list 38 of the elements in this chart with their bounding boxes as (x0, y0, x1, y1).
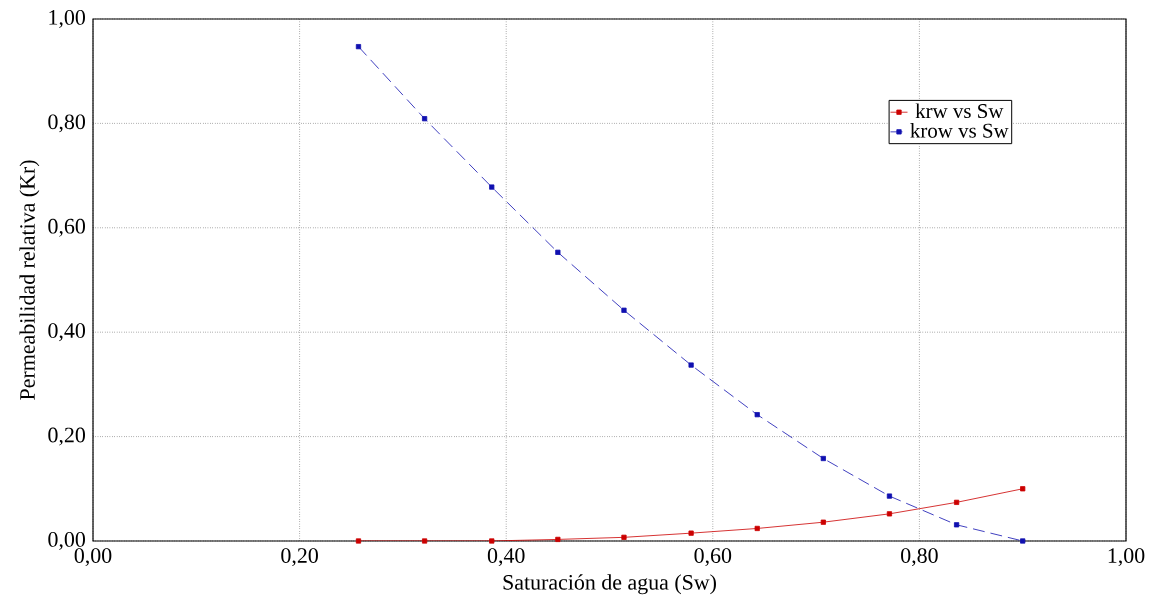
y-tick-label: 0,40 (48, 323, 85, 342)
y-tick-label: 1,00 (49, 10, 85, 28)
y-tick-label: 0,60 (48, 218, 85, 237)
point (422, 538, 428, 544)
point (954, 499, 960, 505)
x-tick-label: 1,00 (1108, 548, 1145, 567)
point (886, 493, 893, 499)
point (422, 116, 428, 122)
x-tick-label: 0,20 (281, 548, 318, 567)
point (1020, 486, 1026, 492)
point (688, 362, 694, 368)
x-tick-label: 0,40 (487, 548, 525, 567)
legend-label: krw vs Sw (915, 103, 1004, 119)
point (820, 519, 826, 525)
y-axis-title: Permeabilidad relativa (Kr) (19, 160, 40, 400)
y-tick-label: 0,00 (48, 532, 85, 550)
x-tick-label: 0,00 (74, 548, 112, 567)
point (355, 538, 362, 544)
point (621, 307, 627, 313)
point (555, 536, 561, 543)
y-tick-label: 0,80 (48, 114, 85, 133)
x-tick-label: 0,80 (901, 548, 938, 567)
point (688, 530, 694, 536)
point (489, 184, 495, 190)
point (886, 511, 893, 517)
point (754, 525, 760, 532)
point (355, 44, 362, 50)
point (820, 455, 826, 462)
point (754, 412, 760, 418)
point (1020, 538, 1026, 544)
x-axis-title: Saturación de agua (Sw) (503, 574, 716, 595)
legend-label: krow vs Sw (910, 123, 1009, 138)
point (621, 534, 627, 540)
x-tick-label: 0,60 (694, 548, 732, 567)
point (555, 249, 561, 255)
y-tick-label: 0,20 (48, 427, 85, 446)
point (954, 522, 960, 528)
point (489, 538, 495, 544)
